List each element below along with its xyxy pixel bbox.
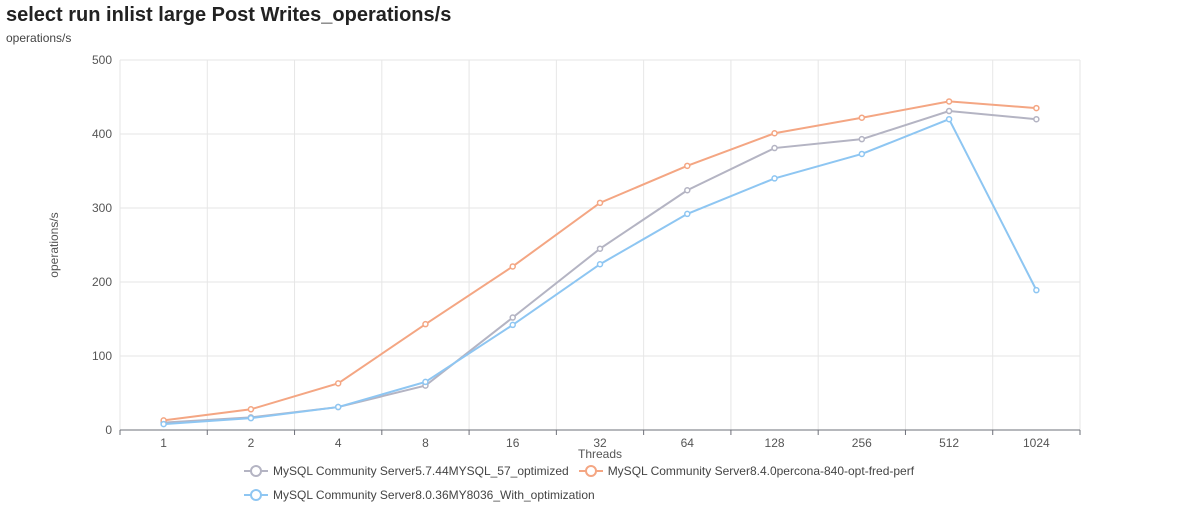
y-tick-label: 300 [92,201,112,215]
data-point [596,199,604,207]
data-point [771,175,778,182]
data-point [1033,104,1040,112]
y-axis-label: operations/s [47,212,61,277]
data-point [509,314,516,321]
x-tick-label: 1024 [1023,436,1050,450]
data-point [334,380,342,387]
data-point [858,114,866,121]
x-tick-label: 64 [681,436,695,450]
data-point [247,414,255,422]
x-tick-label: 1 [160,436,167,450]
legend-item[interactable]: MySQL Community Server5.7.44MYSQL_57_opt… [244,464,569,478]
x-tick-label: 2 [248,436,255,450]
data-point [247,406,255,413]
legend-item[interactable]: MySQL Community Server8.0.36MY8036_With_… [244,488,595,502]
data-point [160,420,167,428]
data-point [858,150,866,158]
y-tick-label: 200 [92,275,112,289]
chart-title: select run inlist large Post Writes_oper… [6,4,452,26]
x-tick-label: 512 [939,436,959,450]
legend-label: MySQL Community Server8.0.36MY8036_With_… [273,488,595,502]
chart-legend: MySQL Community Server5.7.44MYSQL_57_opt… [244,459,1004,507]
chart-grid [119,59,1081,430]
legend-marker-icon [244,465,268,477]
x-tick-label: 8 [422,436,429,450]
y-tick-label: 400 [92,127,112,141]
data-point [334,403,342,411]
legend-marker-icon [578,465,603,477]
chart-subtitle: operations/s [6,31,72,45]
data-point [684,186,691,194]
data-point [771,130,778,137]
data-point [945,107,953,115]
y-tick-label: 0 [105,423,112,437]
x-tick-label: 32 [593,436,607,450]
legend-item[interactable]: MySQL Community Server8.4.0percona-840-o… [578,464,915,478]
data-point [509,321,516,329]
data-point [684,210,691,218]
chart-axes: 0 100 200 300 400 500 1 2 4 8 16 32 64 128 256 512 1024 [92,53,1081,450]
data-point [684,162,691,170]
y-tick-label: 500 [92,53,112,67]
x-tick-label: 4 [335,436,342,450]
data-point [422,320,429,328]
legend-label: MySQL Community Server5.7.44MYSQL_57_opt… [273,464,569,478]
legend-label: MySQL Community Server8.4.0percona-840-o… [607,464,915,478]
data-point [945,98,953,105]
data-point [596,245,604,252]
data-point [945,115,953,123]
x-tick-label: 256 [852,436,872,450]
chart-series [160,98,1040,428]
y-tick-label: 100 [92,349,112,363]
x-tick-label: 16 [506,436,520,450]
x-axis-label: Threads [578,447,622,461]
x-tick-label: 128 [765,436,785,450]
data-point [1033,115,1040,123]
data-point [509,263,516,270]
data-point [858,135,866,143]
data-point [596,260,604,268]
data-point [771,144,778,152]
data-point [422,378,429,386]
data-point [1033,286,1040,294]
